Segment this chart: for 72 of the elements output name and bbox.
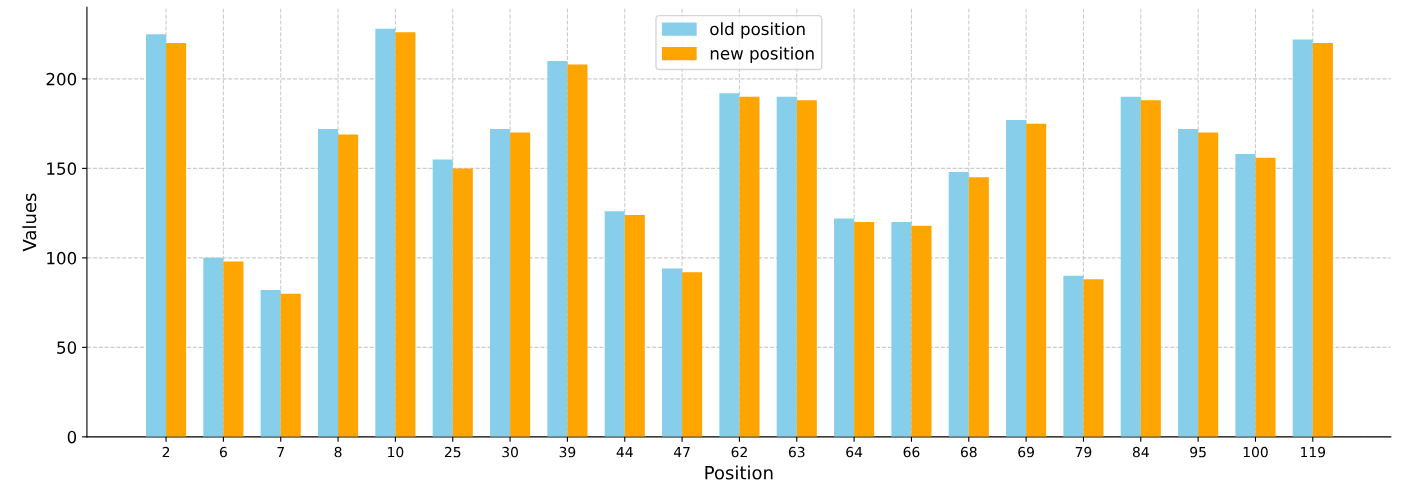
y-tick-label: 50 bbox=[57, 341, 77, 354]
x-tick-label: 6 bbox=[219, 446, 227, 458]
bar bbox=[1235, 154, 1256, 437]
x-tick-label: 95 bbox=[1190, 446, 1206, 458]
legend-label: new position bbox=[710, 46, 814, 63]
bar bbox=[1292, 39, 1313, 437]
bar bbox=[854, 222, 875, 437]
bar bbox=[223, 261, 244, 437]
x-tick-label: 100 bbox=[1243, 446, 1268, 458]
bar bbox=[547, 61, 568, 437]
x-axis-title: Position bbox=[705, 465, 773, 480]
x-tick-label: 79 bbox=[1075, 446, 1092, 458]
bar bbox=[776, 96, 797, 437]
x-tick-label: 69 bbox=[1018, 446, 1034, 458]
bar bbox=[318, 129, 339, 437]
bar bbox=[948, 171, 969, 437]
bar bbox=[490, 129, 511, 437]
legend-label: old position bbox=[710, 22, 805, 39]
bar bbox=[662, 268, 683, 437]
bar bbox=[911, 225, 932, 437]
bar bbox=[375, 28, 396, 437]
bar bbox=[1255, 157, 1276, 437]
bar bbox=[338, 134, 359, 437]
x-tick-label: 63 bbox=[788, 446, 805, 458]
bar bbox=[203, 257, 224, 437]
x-tick-label: 47 bbox=[673, 446, 690, 458]
bar bbox=[682, 272, 703, 437]
y-axis-title: Values bbox=[22, 193, 37, 252]
x-tick-label: 8 bbox=[334, 446, 342, 458]
bar bbox=[719, 93, 740, 437]
bar bbox=[452, 168, 473, 437]
bar bbox=[166, 43, 187, 437]
bar bbox=[145, 34, 167, 437]
bar bbox=[1063, 275, 1084, 437]
bar bbox=[624, 214, 645, 437]
x-tick-label: 30 bbox=[502, 446, 518, 458]
bar bbox=[834, 218, 855, 437]
x-tick-label: 44 bbox=[616, 446, 633, 458]
x-tick-label: 84 bbox=[1132, 446, 1149, 458]
y-tick-label: 200 bbox=[46, 72, 77, 86]
x-tick-label: 66 bbox=[903, 446, 920, 458]
x-tick-label: 64 bbox=[846, 446, 863, 458]
x-tick-label: 25 bbox=[444, 446, 461, 458]
bar bbox=[1198, 132, 1219, 437]
y-tick-label: 0 bbox=[67, 430, 77, 444]
y-tick-label: 150 bbox=[47, 162, 77, 175]
bar bbox=[891, 222, 912, 437]
bar bbox=[796, 100, 817, 437]
x-tick-label: 119 bbox=[1301, 446, 1326, 458]
bar bbox=[432, 159, 453, 437]
x-tick-label: 39 bbox=[559, 446, 576, 458]
x-tick-label: 62 bbox=[731, 446, 747, 458]
bar bbox=[567, 64, 588, 437]
bar bbox=[968, 177, 989, 437]
bar bbox=[510, 132, 531, 437]
x-tick-label: 68 bbox=[960, 446, 977, 458]
bar bbox=[395, 32, 416, 437]
x-tick-label: 7 bbox=[277, 446, 284, 458]
bar bbox=[739, 96, 760, 437]
bar bbox=[280, 293, 301, 437]
bar bbox=[1178, 129, 1199, 437]
bar bbox=[1026, 123, 1047, 437]
bar bbox=[1120, 96, 1141, 437]
bar bbox=[1083, 279, 1104, 437]
x-tick-label: 2 bbox=[162, 446, 170, 458]
bar bbox=[1006, 120, 1027, 437]
bar bbox=[604, 211, 625, 437]
x-tick-label: 10 bbox=[388, 446, 404, 458]
bar bbox=[1312, 43, 1333, 437]
y-tick-label: 100 bbox=[47, 251, 77, 265]
bar bbox=[1140, 100, 1161, 437]
bar bbox=[260, 290, 281, 437]
